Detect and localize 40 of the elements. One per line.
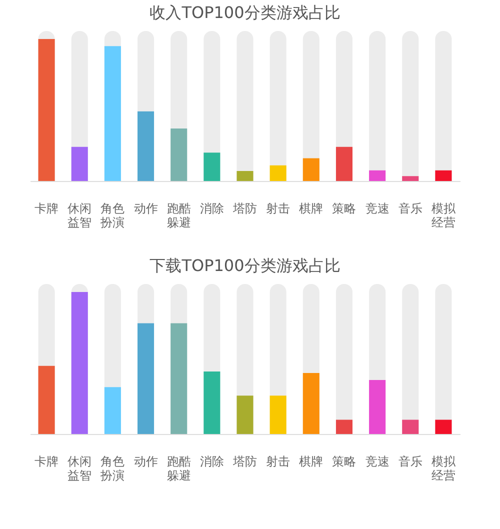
- bar: [402, 420, 419, 434]
- x-tick-label: 竞速: [365, 202, 390, 216]
- x-tick-label: 策略: [332, 454, 356, 468]
- chart-title: 下载TOP100分类游戏占比: [150, 256, 340, 275]
- bar: [402, 176, 419, 181]
- x-tick-label: 卡牌: [34, 202, 59, 216]
- x-tick-label: 模拟经营: [431, 202, 456, 230]
- x-tick-label: 塔防: [232, 454, 257, 468]
- x-tick-label: 消除: [200, 454, 224, 468]
- x-tick-label: 策略: [332, 202, 356, 216]
- bar: [302, 158, 320, 181]
- bar: [435, 170, 452, 181]
- x-tick-label: 射击: [266, 454, 290, 468]
- x-tick-label: 角色扮演: [100, 202, 125, 230]
- bar: [336, 146, 352, 181]
- x-tick-label: 射击: [266, 202, 290, 216]
- x-tick-label: 跑酷躲避: [166, 202, 191, 230]
- x-tick-label: 模拟经营: [431, 454, 456, 482]
- bar: [336, 420, 352, 434]
- bar: [236, 171, 254, 181]
- x-tick-label: 休闲益智: [68, 454, 92, 482]
- x-tick-label: 音乐: [398, 454, 422, 468]
- bar: [204, 152, 220, 181]
- x-tick-label: 跑酷躲避: [166, 454, 191, 482]
- x-tick-label: 动作: [134, 454, 158, 468]
- x-tick-label: 棋牌: [299, 202, 324, 216]
- x-tick-label: 消除: [200, 202, 224, 216]
- bar: [435, 420, 452, 434]
- x-tick-label: 音乐: [398, 202, 422, 216]
- x-tick-label: 角色扮演: [100, 454, 125, 482]
- x-tick-label: 塔防: [232, 202, 257, 216]
- chart-title: 收入TOP100分类游戏占比: [150, 3, 340, 22]
- bar: [71, 146, 88, 181]
- bar: [270, 165, 286, 181]
- x-tick-label: 休闲益智: [68, 202, 92, 230]
- x-tick-label: 卡牌: [34, 454, 59, 468]
- bar: [369, 170, 386, 181]
- x-tick-label: 棋牌: [299, 454, 324, 468]
- x-tick-label: 动作: [134, 202, 158, 216]
- x-tick-label: 竞速: [365, 454, 390, 468]
